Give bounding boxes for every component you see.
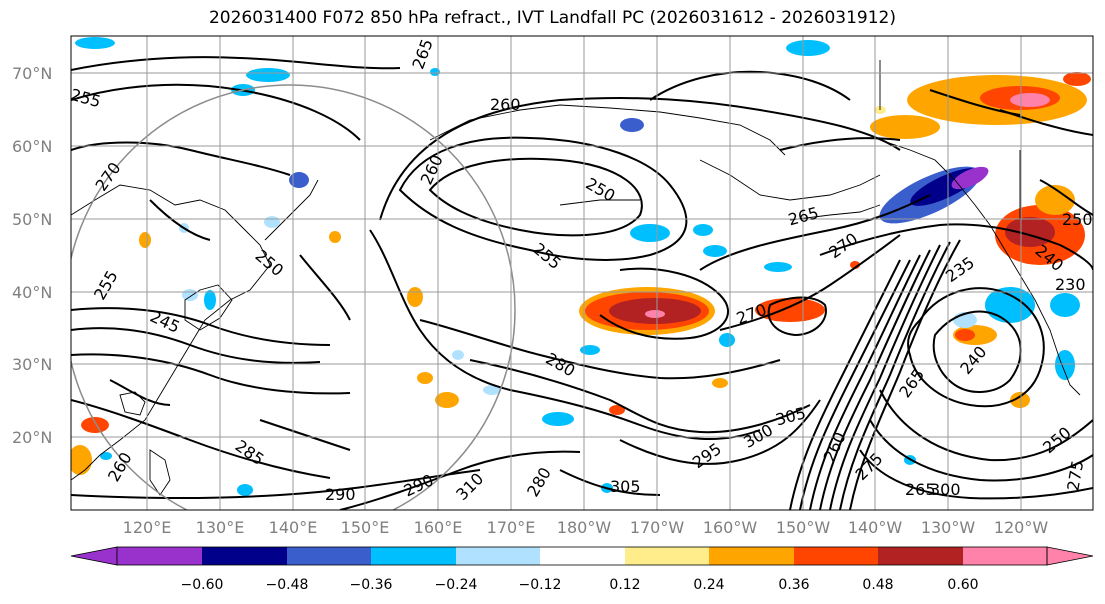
colorbar-swatch	[456, 547, 540, 565]
lat-label: 50°N	[12, 210, 52, 229]
gridlines	[71, 36, 1093, 510]
lon-label: 150°E	[341, 518, 390, 537]
contour-label: 290	[325, 485, 356, 504]
colorbar-swatch	[878, 547, 963, 565]
contour-label: 230	[1055, 275, 1086, 294]
colorbar-tick-label: −0.24	[435, 577, 478, 593]
colorbar-tick-label: −0.60	[181, 577, 224, 593]
map-frame	[70, 35, 1094, 511]
colorbar-swatch	[202, 547, 287, 565]
coastlines	[71, 60, 1081, 496]
colorbar-tick-label: −0.12	[519, 577, 562, 593]
lat-label: 20°N	[12, 428, 52, 447]
lat-label: 70°N	[12, 64, 52, 83]
lon-label: 140°W	[848, 518, 903, 537]
lon-label: 130°W	[921, 518, 976, 537]
lon-label: 170°E	[487, 518, 536, 537]
landfall-circle	[71, 84, 516, 510]
lon-label: 180°W	[557, 518, 612, 537]
lon-label: 120°W	[994, 518, 1049, 537]
lon-label: 170°W	[630, 518, 685, 537]
colorbar-swatch	[963, 547, 1047, 565]
colorbar-swatch	[117, 547, 202, 565]
colorbar: −0.60 −0.48 −0.36 −0.24 −0.12 0.12 0.24 …	[70, 546, 1094, 593]
contour-label: 265	[905, 480, 936, 499]
contour-label: 305	[610, 477, 641, 496]
map-title: 2026031400 F072 850 hPa refract., IVT La…	[208, 8, 896, 28]
colorbar-tick-label: 0.24	[693, 577, 724, 593]
colorbar-tick-label: 0.60	[947, 577, 978, 593]
colorbar-swatch	[287, 547, 371, 565]
latitude-axis: 70°N 60°N 50°N 40°N 30°N 20°N	[12, 64, 52, 447]
colorbar-swatch	[794, 547, 878, 565]
lat-label: 40°N	[12, 283, 52, 302]
lon-label: 160°E	[414, 518, 463, 537]
lon-label: 160°W	[703, 518, 758, 537]
lon-label: 140°E	[269, 518, 318, 537]
colorbar-low-extend	[70, 546, 118, 566]
lon-label: 130°E	[196, 518, 245, 537]
colorbar-swatch	[709, 547, 794, 565]
contour-label: 250	[1062, 210, 1093, 229]
colorbar-swatch	[540, 547, 625, 565]
lat-label: 30°N	[12, 355, 52, 374]
colorbar-tick-label: −0.36	[350, 577, 393, 593]
colorbar-swatch	[371, 547, 456, 565]
contour-label: 260	[490, 95, 521, 114]
contour-label: 300	[930, 480, 961, 499]
colorbar-tick-label: 0.48	[862, 577, 893, 593]
lon-label: 150°W	[776, 518, 831, 537]
longitude-axis: 120°E 130°E 140°E 150°E 160°E 170°E 180°…	[123, 518, 1049, 537]
lat-label: 60°N	[12, 137, 52, 156]
contour-lines	[71, 56, 1093, 510]
colorbar-tick-label: 0.36	[778, 577, 809, 593]
map-plot-area	[71, 36, 1093, 510]
colorbar-swatch	[625, 547, 709, 565]
colorbar-tick-label: −0.48	[266, 577, 309, 593]
colorbar-high-extend	[1046, 546, 1094, 566]
lon-label: 120°E	[123, 518, 172, 537]
colorbar-tick-label: 0.12	[609, 577, 640, 593]
